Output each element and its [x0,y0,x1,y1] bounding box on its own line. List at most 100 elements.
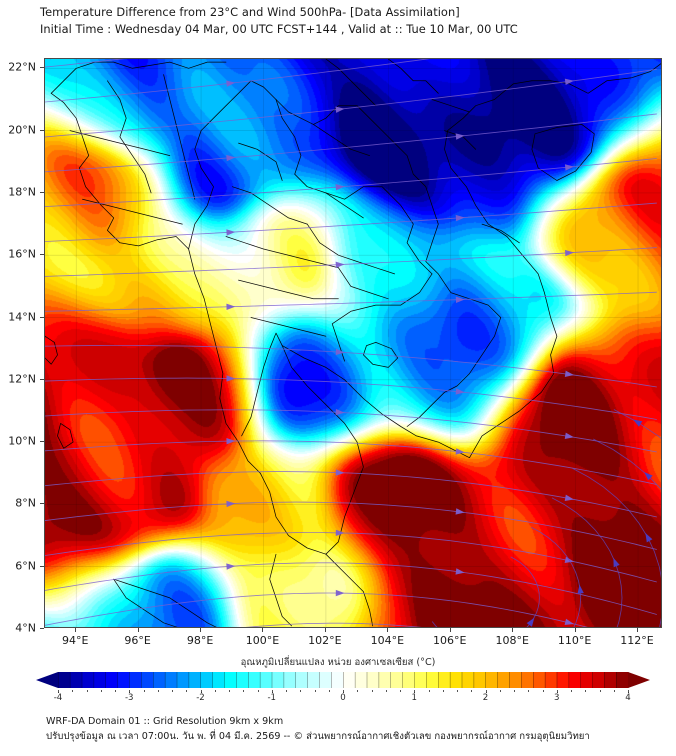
colorbar-tick-label: -4 [53,693,63,703]
y-axis-label: 10°N [8,434,36,448]
colorbar-minor-tick [357,690,359,692]
colorbar-minor-tick [499,690,501,692]
y-axis-tick [40,191,44,193]
colorbar-minor-tick [229,690,230,692]
figure-title-line-2: Initial Time : Wednesday 04 Mar, 00 UTC … [40,22,518,36]
colorbar-title: อุณหภูมิเปลี่ยนแปลง หน่วย องศาเซลเซียส (… [240,657,436,668]
colorbar-tick-labels: -4 -3 -2 -1 0 1 2 3 4 [36,690,650,704]
y-axis-label: 20°N [8,123,36,137]
y-axis-tick [40,503,44,505]
colorbar-minor-tick [300,690,302,692]
colorbar-swatch [36,671,650,689]
x-axis-tick [449,628,451,632]
colorbar-tick-label: -1 [267,693,277,703]
colorbar-tick-label: 0 [340,693,346,703]
y-axis-label: 16°N [8,247,36,261]
colorbar-minor-tick [385,690,387,692]
x-axis-label: 112°E [620,634,654,647]
x-axis-tick [75,628,77,632]
y-axis-tick [40,378,44,380]
colorbar-minor-tick [328,690,330,692]
x-axis-label: 96°E [124,634,151,647]
colorbar-minor-tick [200,690,202,692]
map-canvas-container [44,58,662,628]
footer-line-2: ปรับปรุงข้อมูล ณ เวลา 07:00น. วัน พ. ที่… [46,731,590,742]
colorbar-minor-tick [442,690,444,692]
colorbar-minor-tick [214,690,216,692]
x-axis-label: 100°E [245,634,280,647]
colorbar-minor-tick [314,690,316,692]
y-axis-label: 8°N [15,496,36,510]
colorbar-minor-tick [172,690,173,692]
colorbar-minor-tick [428,690,430,692]
colorbar-tick-label: -3 [124,693,134,703]
colorbar-minor-tick [371,690,373,692]
y-axis-label: 4°N [15,621,36,635]
colorbar-tick-label: -2 [196,693,205,703]
colorbar-minor-tick [628,690,629,692]
colorbar-minor-tick [613,690,615,692]
colorbar-minor-tick [72,690,74,692]
x-axis-tick [637,628,639,632]
x-axis-label: 106°E [433,634,467,647]
footer-line-1: WRF-DA Domain 01 :: Grid Resolution 9km … [46,716,284,727]
colorbar-minor-tick [414,690,416,692]
map-plot-area: 94°E 96°E 98°E 100°E 102°E 104°E 106°E 108°E 110… [8,58,662,647]
x-axis-tick [574,628,576,632]
x-axis-label: 108°E [495,634,529,647]
colorbar-minor-tick [571,690,572,692]
map-overlay-layer [45,59,661,627]
colorbar-minor-tick [485,690,487,692]
y-axis-tick [40,129,44,131]
colorbar-minor-tick [257,690,259,692]
x-axis-label: 104°E [370,634,405,647]
x-axis-label: 102°E [308,634,342,647]
colorbar-tick-label: 1 [411,693,417,703]
y-axis-label: 22°N [8,60,36,74]
figure-title-line-1: Temperature Difference from 23°C and Win… [40,5,460,19]
colorbar-block: อุณหภูมิเปลี่ยนแปลง หน่วย องศาเซลเซียส (… [0,655,676,710]
x-axis-tick [324,628,326,632]
colorbar-tick-label: 3 [554,693,560,703]
colorbar-minor-tick [599,690,601,692]
x-axis-tick [262,628,264,632]
colorbar-minor-tick [471,690,473,692]
colorbar-minor-tick [457,690,458,692]
y-axis-label: 18°N [8,185,36,199]
x-axis-label: 94°E [61,634,89,647]
colorbar-minor-tick [100,690,102,692]
colorbar-minor-tick [528,690,530,692]
colorbar-minor-tick [542,690,544,692]
x-axis-label: 110°E [557,634,592,647]
colorbar-minor-tick [286,690,287,692]
y-axis-label: 14°N [8,310,36,324]
y-axis-label: 12°N [8,372,36,386]
colorbar-minor-tick [514,690,515,692]
colorbar-minor-tick [186,690,188,692]
colorbar-tick-label: 2 [482,693,489,703]
colorbar-minor-tick [115,690,116,692]
temperature-field-heatmap [45,59,661,627]
x-axis-label: 98°E [186,634,214,647]
y-axis-label: 6°N [15,559,36,573]
colorbar-minor-tick [58,690,59,692]
colorbar-tick-label: 4 [625,693,631,703]
colorbar-minor-tick [143,690,145,692]
y-axis-tick [40,316,44,318]
y-axis-tick [40,254,44,256]
colorbar-minor-tick [556,690,558,692]
x-axis-tick [387,628,389,632]
x-axis-tick [137,628,139,632]
colorbar-gradient [36,672,650,688]
figure-title-block: Temperature Difference from 23°C and Win… [40,4,660,38]
colorbar-minor-tick [343,690,344,692]
colorbar-minor-tick [585,690,587,692]
colorbar-minor-tick [243,690,245,692]
colorbar-minor-tick [271,690,273,692]
y-axis-tick [40,441,44,443]
figure-footer: WRF-DA Domain 01 :: Grid Resolution 9km … [46,714,666,744]
y-axis-tick [40,67,44,69]
colorbar-minor-tick [157,690,159,692]
x-axis-tick [512,628,514,632]
